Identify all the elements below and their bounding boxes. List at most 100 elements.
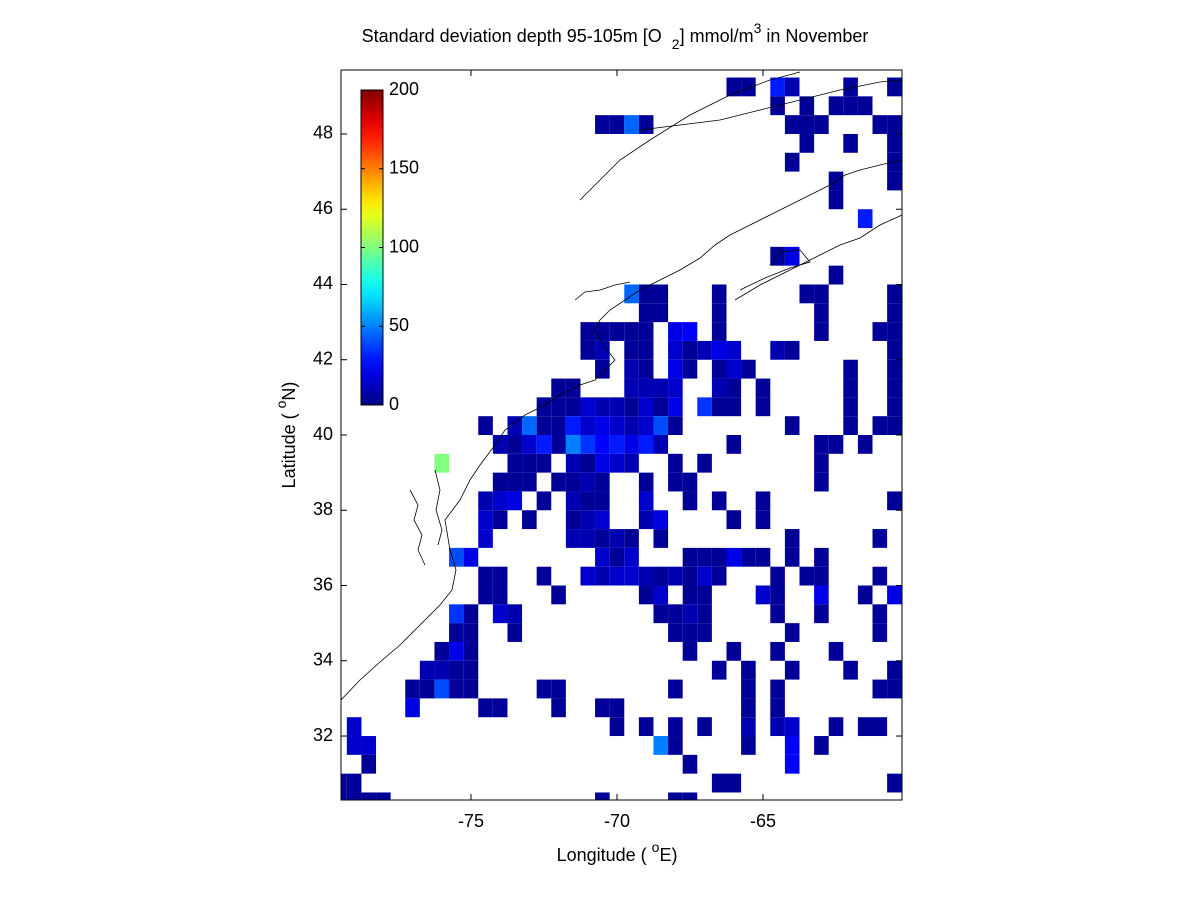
y-tick-label: 46 — [313, 198, 333, 218]
cell — [638, 340, 654, 360]
cell — [405, 679, 420, 699]
cell — [492, 472, 508, 492]
cell — [697, 623, 712, 642]
cell — [522, 416, 537, 435]
cell — [872, 679, 888, 699]
cell — [653, 397, 669, 417]
cell — [843, 378, 858, 398]
cell — [814, 284, 829, 304]
cell — [449, 547, 464, 567]
cell — [726, 397, 742, 417]
cell — [887, 416, 902, 435]
cell — [711, 340, 727, 360]
cell — [887, 585, 902, 605]
cell — [361, 736, 377, 755]
cell — [887, 115, 902, 134]
cell — [609, 547, 625, 567]
cell — [536, 679, 552, 699]
cell — [726, 510, 742, 530]
colorbar-tick-label: 100 — [389, 236, 419, 256]
cell — [624, 284, 639, 304]
cell — [449, 604, 464, 624]
cell — [872, 604, 888, 624]
cell — [799, 133, 815, 153]
cell — [726, 773, 742, 793]
cell — [522, 435, 537, 454]
cell — [638, 397, 654, 417]
cell — [536, 435, 552, 454]
cell — [580, 491, 596, 511]
cell — [580, 453, 596, 473]
cell — [857, 717, 873, 737]
cell — [434, 453, 450, 473]
cell — [624, 322, 639, 341]
cell — [857, 435, 873, 454]
cell — [536, 453, 552, 473]
cell — [507, 491, 523, 511]
cell — [624, 378, 639, 398]
cell — [536, 397, 552, 417]
y-tick-label: 44 — [313, 273, 333, 293]
cell — [668, 378, 683, 398]
cell — [580, 435, 596, 454]
cell — [726, 340, 742, 360]
cell — [668, 453, 683, 473]
cell — [580, 397, 596, 417]
cell — [507, 623, 523, 642]
colorbar-tick-label: 200 — [389, 79, 419, 99]
cell — [682, 472, 698, 492]
cell — [463, 660, 479, 680]
cell — [887, 359, 902, 379]
cell — [638, 435, 654, 454]
cell — [755, 491, 771, 511]
cell — [726, 547, 742, 567]
cell — [638, 115, 654, 134]
cell — [770, 604, 785, 624]
colorbar-ticks: 0 50 100 150 200 — [361, 79, 419, 414]
cell — [741, 736, 756, 755]
cell — [697, 566, 712, 586]
cell — [741, 660, 756, 680]
cell — [653, 736, 669, 755]
cell — [784, 623, 800, 642]
cell — [478, 698, 493, 718]
cell — [711, 397, 727, 417]
cell — [492, 435, 508, 454]
cell — [609, 416, 625, 435]
cell — [595, 472, 610, 492]
cell — [814, 547, 829, 567]
cell — [361, 754, 377, 774]
cell — [887, 378, 902, 398]
cell — [507, 472, 523, 492]
cell — [668, 623, 683, 642]
x-tick-label: -75 — [458, 811, 484, 831]
cell — [711, 322, 727, 341]
cell — [784, 246, 800, 266]
cell — [565, 529, 581, 548]
cell — [624, 115, 639, 134]
cell — [784, 416, 800, 435]
cell — [638, 416, 654, 435]
cell — [682, 359, 698, 379]
cell — [741, 717, 756, 737]
cell — [843, 416, 858, 435]
cell — [653, 303, 669, 323]
cell — [872, 322, 888, 341]
cell — [638, 359, 654, 379]
cell — [638, 322, 654, 341]
cell — [872, 623, 888, 642]
cell — [741, 359, 756, 379]
text-part: N) — [279, 382, 299, 401]
cell — [551, 585, 566, 605]
text-part: ] mmol/m — [680, 26, 754, 46]
cell — [609, 529, 625, 548]
cell — [346, 717, 362, 737]
cell — [346, 792, 362, 800]
cell — [682, 340, 698, 360]
cell — [711, 303, 727, 323]
cell — [653, 284, 669, 304]
cell — [361, 792, 377, 800]
cell — [828, 96, 844, 116]
cell — [653, 585, 669, 605]
cell — [653, 529, 669, 548]
